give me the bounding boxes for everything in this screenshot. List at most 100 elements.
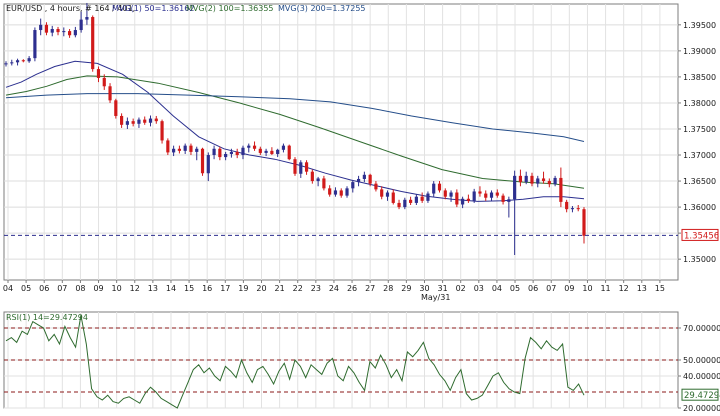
candle-body	[160, 121, 164, 141]
ma-line	[5, 60, 585, 202]
candle-body	[455, 192, 459, 205]
x-tick-label: 22	[293, 284, 303, 293]
candle-body	[276, 149, 280, 154]
candle-body	[328, 188, 332, 195]
candle-body	[96, 69, 101, 78]
x-sublabel: May/31	[421, 293, 450, 302]
x-tick-label: 21	[275, 284, 285, 293]
candle-body	[466, 198, 470, 201]
x-tick-label: 05	[21, 284, 31, 293]
candle-body	[559, 177, 563, 202]
candle-body	[484, 193, 488, 198]
candle-body	[426, 193, 430, 201]
y-tick-label: 1.37500	[683, 125, 716, 134]
rsi-value-box	[681, 388, 719, 401]
chart-title: EUR/USD , 4 hours, # 164 / 401,	[6, 4, 135, 13]
candle-body	[247, 145, 251, 148]
candle-body	[270, 150, 274, 154]
candle-body	[374, 183, 378, 190]
x-tick-label: 13	[637, 284, 647, 293]
candle-body	[114, 100, 118, 116]
candle-body	[380, 189, 384, 197]
legend-ma200: MVG(3) 200=1.37255	[278, 4, 366, 13]
candle-body	[420, 196, 424, 201]
x-tick-label: 07	[546, 284, 556, 293]
candle-body	[385, 192, 390, 197]
candle-body	[91, 17, 95, 70]
candle-body	[536, 178, 540, 184]
candle-body	[189, 145, 193, 152]
candle-body	[432, 183, 436, 194]
y-tick-label: 1.39500	[683, 21, 716, 30]
x-tick-label: 29	[401, 284, 411, 293]
candle-body	[495, 192, 499, 196]
candle-body	[518, 175, 523, 183]
x-tick-label: 20	[256, 284, 266, 293]
x-tick-label: 02	[456, 284, 466, 293]
candle-body	[241, 147, 245, 156]
candle-body	[73, 30, 77, 36]
moving-averages	[5, 60, 585, 202]
candle-body	[224, 153, 228, 158]
candle-body	[218, 148, 222, 158]
x-tick-label: 31	[438, 284, 448, 293]
candle-body	[524, 175, 528, 183]
y-tick-label: 1.39000	[683, 47, 716, 56]
candle-body	[56, 28, 60, 33]
candle-body	[131, 121, 135, 124]
last-price-box	[681, 228, 719, 241]
y-tick-label: 1.38000	[683, 99, 716, 108]
candle-body	[565, 201, 569, 210]
candle-body	[15, 60, 20, 63]
candle-body	[79, 19, 83, 31]
x-tick-label: 30	[419, 284, 429, 293]
x-tick-label: 04	[3, 284, 13, 293]
candle-body	[513, 175, 517, 200]
candle-body	[108, 86, 112, 101]
candle-body	[252, 145, 257, 149]
candle-body	[437, 183, 442, 191]
candle-body	[4, 63, 8, 65]
candle-body	[397, 202, 401, 208]
candle-body	[403, 199, 407, 208]
x-tick-label: 16	[202, 284, 212, 293]
rsi-line	[5, 315, 585, 409]
candle-body	[229, 151, 234, 154]
rsi-title: RSI(1) 14=29.47294	[6, 313, 88, 322]
candle-body	[507, 199, 511, 202]
x-tick-label: 23	[311, 284, 321, 293]
candle-body	[21, 60, 25, 62]
rsi-reference-lines	[4, 327, 678, 393]
candle-body	[39, 24, 43, 31]
x-tick-label: 06	[39, 284, 49, 293]
rsi-value-label: 29.47294	[684, 391, 720, 401]
candle-body	[166, 140, 170, 153]
y-tick-label: 1.37000	[683, 151, 716, 160]
candle-body	[44, 24, 49, 33]
candle-body	[368, 174, 372, 184]
candle-body	[472, 191, 476, 201]
candle-body	[264, 150, 268, 153]
candle-body	[362, 174, 366, 179]
candles	[4, 2, 586, 256]
candle-body	[172, 148, 176, 153]
candle-body	[293, 159, 297, 174]
x-tick-label: 09	[93, 284, 103, 293]
rsi-axis: 70.00000 50.00000 40.00000 20.00000	[678, 324, 720, 413]
candle-body	[212, 148, 216, 156]
x-tick-label: 08	[75, 284, 85, 293]
y-tick-label: 1.35000	[683, 255, 716, 264]
candle-body	[351, 182, 355, 189]
x-tick-label: 17	[220, 284, 230, 293]
x-tick-label: 04	[492, 284, 502, 293]
candle-body	[489, 192, 494, 198]
x-tick-label: 12	[130, 284, 140, 293]
candle-body	[443, 190, 447, 197]
ma-line	[5, 75, 585, 189]
candle-body	[449, 192, 453, 197]
candle-body	[339, 190, 343, 196]
y-tick-label: 1.36000	[683, 203, 716, 212]
candle-body	[570, 208, 575, 210]
x-tick-label: 07	[57, 284, 67, 293]
